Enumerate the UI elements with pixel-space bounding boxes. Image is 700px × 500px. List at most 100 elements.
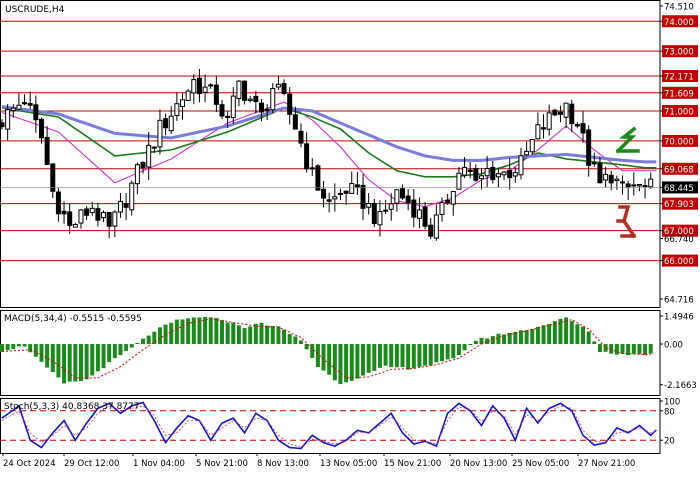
macd-bar bbox=[129, 344, 134, 348]
macd-bar bbox=[411, 344, 416, 369]
candle-body bbox=[445, 199, 451, 204]
candle-body bbox=[495, 173, 501, 178]
macd-bar bbox=[445, 344, 450, 360]
macd-bar bbox=[451, 344, 456, 359]
macd-bar bbox=[586, 331, 591, 345]
candle-body bbox=[140, 161, 146, 169]
macd-title: MACD(5,34,4) -0.5515 -0.5595 bbox=[4, 314, 142, 324]
macd-bar bbox=[45, 344, 50, 368]
macd-bar bbox=[186, 318, 191, 345]
candle-body bbox=[225, 115, 231, 118]
candle-body bbox=[580, 123, 586, 134]
macd-bar bbox=[62, 344, 67, 384]
level-price-box bbox=[662, 224, 698, 237]
candle-body bbox=[304, 143, 310, 170]
candle-body bbox=[416, 209, 422, 219]
candle-body bbox=[569, 103, 575, 125]
candle-body bbox=[146, 144, 152, 168]
candle-body bbox=[55, 191, 61, 215]
macd-bar bbox=[462, 344, 467, 351]
candle-body bbox=[631, 184, 637, 187]
current-price-box bbox=[662, 181, 698, 194]
price-tick-label: 71.000 bbox=[664, 108, 694, 118]
macd-bar bbox=[259, 322, 264, 345]
time-tick-label: 8 Nov 13:00 bbox=[257, 459, 309, 469]
candle-body bbox=[349, 183, 355, 194]
time-tick-label: 20 Nov 13:00 bbox=[450, 459, 507, 469]
macd-bar bbox=[95, 344, 100, 372]
moving-average-line bbox=[1, 105, 657, 164]
level-price-box bbox=[662, 105, 698, 118]
macd-bar bbox=[265, 325, 270, 345]
macd-bar bbox=[637, 344, 642, 355]
macd-bar bbox=[518, 330, 523, 345]
macd-bar bbox=[564, 317, 569, 345]
candle-body bbox=[16, 104, 22, 110]
candle-body bbox=[608, 174, 614, 184]
candle-body bbox=[258, 102, 264, 113]
candle-body bbox=[163, 118, 169, 129]
candle-body bbox=[512, 172, 518, 177]
candle-body bbox=[33, 104, 39, 121]
candle-body bbox=[123, 203, 129, 208]
candle-body bbox=[270, 87, 276, 111]
candle-body bbox=[264, 108, 270, 112]
macd-bar bbox=[236, 325, 241, 345]
candle-body bbox=[157, 119, 163, 148]
candle-body bbox=[185, 90, 191, 101]
macd-bar bbox=[22, 344, 27, 347]
candle-body bbox=[620, 181, 626, 184]
price-tick-label: 70.000 bbox=[664, 137, 694, 147]
candle-body bbox=[196, 77, 202, 95]
macd-bar bbox=[366, 344, 371, 373]
macd-bar bbox=[524, 330, 529, 345]
macd-bar bbox=[344, 344, 349, 383]
candle-body bbox=[614, 178, 620, 182]
macd-bar bbox=[614, 344, 619, 355]
macd-bar bbox=[118, 344, 123, 356]
macd-bar bbox=[468, 344, 473, 346]
price-tick-label: 66.740 bbox=[664, 235, 694, 245]
candle-body bbox=[484, 167, 490, 177]
candle-body bbox=[208, 84, 214, 87]
candle-body bbox=[563, 102, 569, 118]
candle-body bbox=[557, 111, 563, 115]
macd-bar bbox=[440, 344, 444, 362]
macd-bar bbox=[214, 317, 219, 345]
macd-bar bbox=[78, 344, 83, 382]
macd-bar bbox=[406, 344, 411, 370]
candle-body bbox=[309, 167, 315, 170]
candle-body bbox=[648, 178, 654, 188]
macd-bar bbox=[355, 344, 360, 379]
macd-bar bbox=[180, 319, 185, 345]
candle-body bbox=[315, 165, 321, 191]
stoch-tick-label: 100 bbox=[664, 398, 680, 408]
price-tick-label: 69.068 bbox=[664, 165, 694, 175]
candle-body bbox=[275, 83, 281, 88]
macd-bar bbox=[107, 344, 112, 362]
candle-body bbox=[253, 95, 259, 103]
candle-body bbox=[501, 171, 507, 176]
macd-bar bbox=[315, 344, 320, 368]
candle-body bbox=[473, 168, 479, 181]
candle-body bbox=[354, 184, 360, 188]
macd-bar bbox=[5, 344, 10, 351]
candle-body bbox=[625, 183, 631, 188]
macd-bar bbox=[141, 338, 146, 345]
price-panel bbox=[0, 20, 660, 262]
macd-bar bbox=[552, 321, 557, 345]
price-tick-label: 74.000 bbox=[664, 18, 694, 28]
time-tick-label: 27 Nov 21:00 bbox=[578, 459, 635, 469]
level-price-box bbox=[662, 162, 698, 175]
macd-bar bbox=[304, 344, 309, 350]
macd-bar bbox=[507, 333, 512, 345]
macd-bar bbox=[84, 344, 89, 380]
candle-body bbox=[22, 102, 28, 105]
macd-panel bbox=[0, 316, 653, 385]
macd-bar bbox=[225, 322, 230, 345]
macd-bar bbox=[473, 340, 478, 345]
time-tick-label: 13 Nov 05:00 bbox=[320, 459, 377, 469]
candle-body bbox=[247, 98, 253, 101]
chart-frames bbox=[0, 0, 661, 454]
